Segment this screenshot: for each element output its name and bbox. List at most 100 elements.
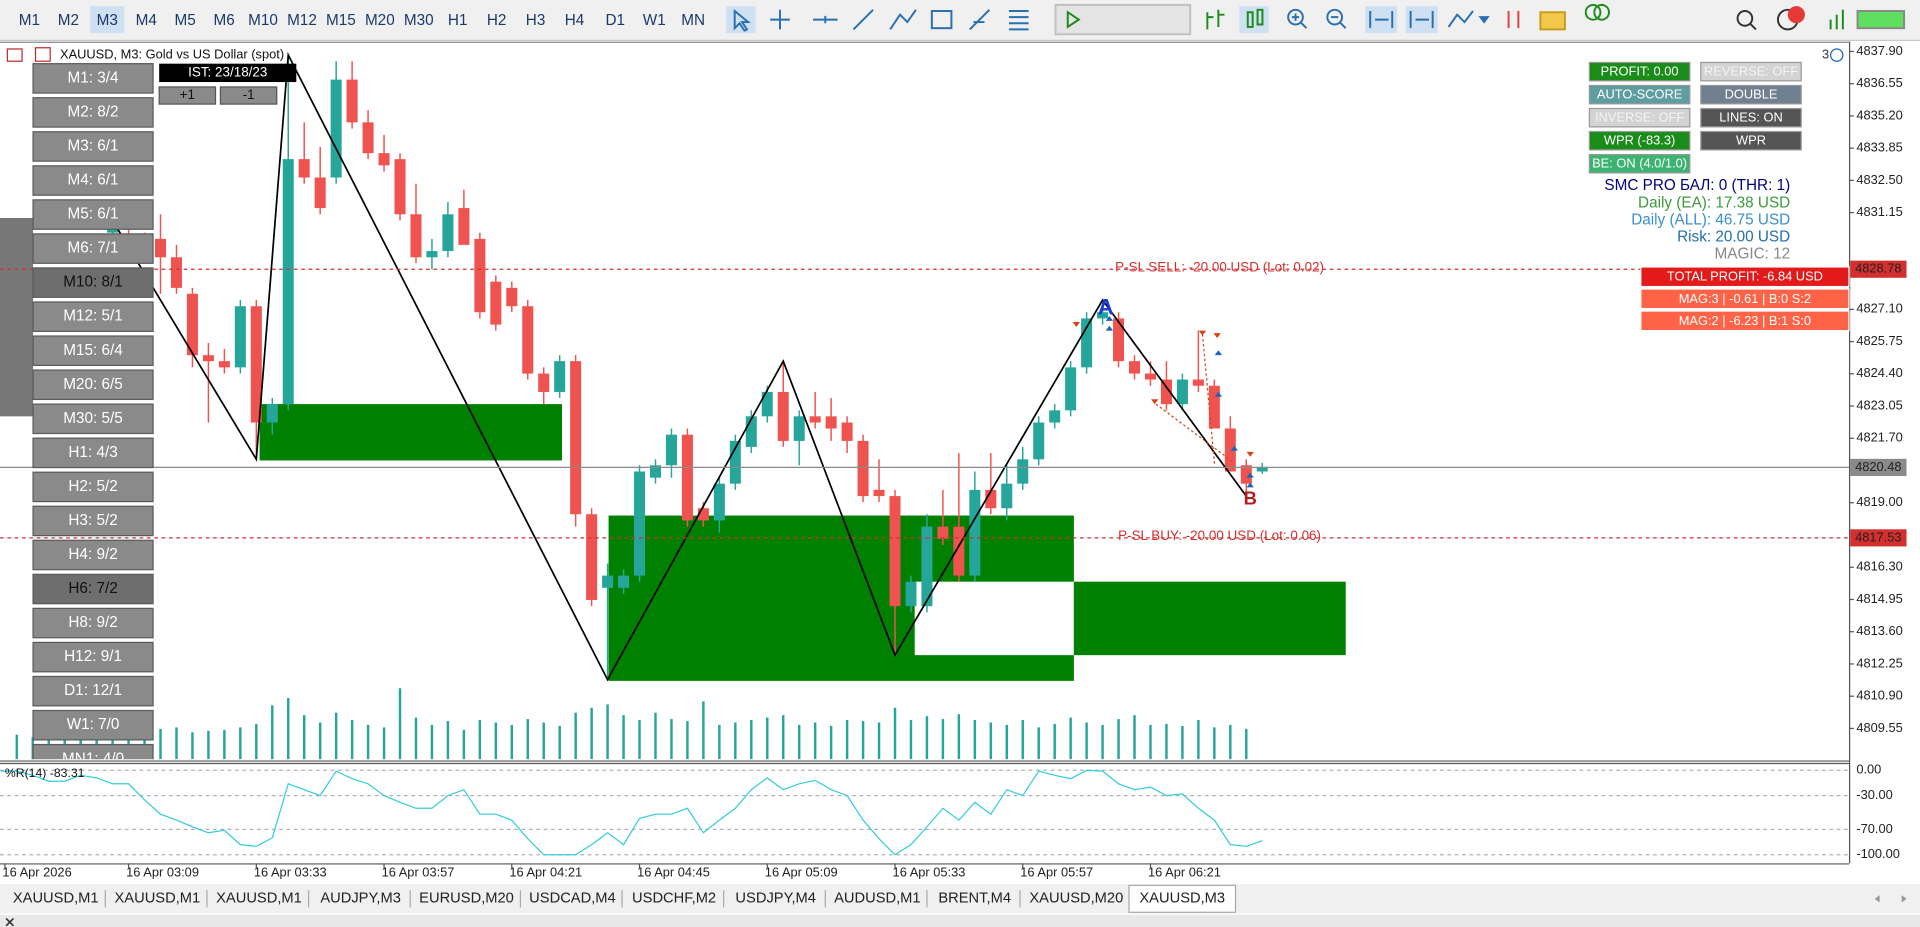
- timeframe-stat-button[interactable]: [32, 641, 154, 673]
- hline-icon[interactable]: [813, 15, 838, 24]
- zoom-out-icon[interactable]: [1326, 8, 1344, 26]
- timeframe-button[interactable]: M20: [365, 12, 395, 29]
- timeframe-stat-button[interactable]: [32, 607, 154, 639]
- timeframe-stat-button[interactable]: [32, 165, 154, 196]
- timeframe-stat-button[interactable]: [32, 369, 154, 401]
- timeframe-button[interactable]: M2: [58, 12, 79, 29]
- control-button[interactable]: [1588, 107, 1691, 128]
- volume-bar: [1149, 724, 1152, 760]
- timeframe-stat-button[interactable]: [32, 301, 154, 332]
- tab[interactable]: USDCAD,M4: [529, 891, 616, 907]
- timeframe-stat-button[interactable]: [32, 709, 154, 741]
- tab[interactable]: USDCHF,M2: [632, 891, 716, 907]
- price-label: 4828.78: [1855, 261, 1901, 276]
- timeframe-button[interactable]: M1: [19, 12, 40, 29]
- tab[interactable]: XAUUSD,M1: [114, 891, 200, 907]
- bars-icon[interactable]: [1206, 9, 1225, 30]
- timeframe-button[interactable]: H4: [565, 12, 585, 29]
- ist-button[interactable]: [158, 86, 217, 105]
- timeframe-stat-button[interactable]: [32, 505, 154, 537]
- dropdown-icon[interactable]: [1478, 16, 1490, 24]
- cursor-icon[interactable]: [733, 8, 751, 32]
- timeframe-stat-button[interactable]: [32, 675, 154, 707]
- timeframe-stat-button[interactable]: [32, 437, 154, 469]
- control-button[interactable]: [1588, 84, 1691, 105]
- control-button[interactable]: [1700, 130, 1802, 151]
- tab[interactable]: XAUUSD,M3: [1139, 891, 1225, 907]
- tab[interactable]: BRENT,M4: [938, 891, 1011, 907]
- volume-bar: [95, 724, 98, 760]
- control-button[interactable]: [1700, 61, 1802, 82]
- chartshift-icon[interactable]: [1409, 11, 1434, 29]
- autoscroll-icon[interactable]: [1369, 11, 1394, 29]
- timeframe-stat-label: M15: 6/4: [63, 342, 123, 359]
- timeframe-button[interactable]: H2: [487, 12, 507, 29]
- timeframe-button[interactable]: M3: [97, 12, 118, 29]
- fib-icon[interactable]: [969, 9, 991, 31]
- timeframe-stat-button[interactable]: [32, 63, 154, 94]
- tab[interactable]: XAUUSD,M20: [1029, 891, 1123, 907]
- control-button[interactable]: [1588, 130, 1691, 151]
- search-icon[interactable]: [1736, 10, 1754, 27]
- candle-body: [250, 306, 262, 423]
- timeframe-stat-button[interactable]: [32, 403, 154, 435]
- candle-body: [1240, 465, 1252, 484]
- close-icon[interactable]: [5, 917, 15, 927]
- trade-icon[interactable]: [1507, 11, 1520, 29]
- y-tick-label: 4824.40: [1856, 365, 1902, 380]
- candles-icon[interactable]: [1246, 8, 1264, 28]
- timeframe-stat-button[interactable]: [32, 335, 154, 367]
- timeframe-button[interactable]: M4: [136, 12, 158, 29]
- timeframe-stat-button[interactable]: [32, 131, 154, 162]
- zoom-in-icon[interactable]: [1287, 8, 1304, 26]
- control-button[interactable]: [1588, 61, 1691, 82]
- tab[interactable]: AUDUSD,M1: [834, 891, 921, 907]
- timeframe-stat-button[interactable]: [32, 743, 154, 774]
- one-click-icon[interactable]: [1830, 48, 1844, 62]
- timeframe-stat-button[interactable]: [32, 199, 154, 230]
- control-button[interactable]: [1588, 153, 1691, 174]
- trendline-icon[interactable]: [852, 9, 874, 31]
- channel-icon[interactable]: [889, 9, 917, 30]
- ist-button[interactable]: [219, 86, 278, 105]
- timeframe-button[interactable]: M5: [175, 12, 196, 29]
- timeframe-stat-button[interactable]: [32, 573, 154, 605]
- folder-icon[interactable]: [1539, 11, 1566, 31]
- timeframe-button[interactable]: H3: [526, 12, 546, 29]
- tab[interactable]: XAUUSD,M1: [13, 891, 99, 907]
- candle-body: [777, 391, 789, 441]
- timeframe-button[interactable]: M15: [326, 12, 356, 29]
- chart-menu-icon[interactable]: [6, 48, 23, 62]
- tab[interactable]: XAUUSD,M1: [216, 891, 302, 907]
- notification-badge: [1787, 6, 1805, 24]
- x-tick-label: 16 Apr 03:57: [382, 865, 455, 880]
- timeframe-button[interactable]: M10: [248, 12, 278, 29]
- tab[interactable]: USDJPY,M4: [735, 891, 816, 907]
- timeframe-stat-label: D1: 12/1: [64, 682, 122, 699]
- signals-icon[interactable]: [1584, 4, 1610, 21]
- timeframe-stat-button[interactable]: [32, 471, 154, 503]
- crosshair-icon[interactable]: [770, 9, 790, 30]
- volume-bar: [318, 722, 322, 760]
- rect-icon[interactable]: [930, 10, 953, 30]
- timeframe-stat-button[interactable]: [32, 539, 154, 571]
- timeframe-button[interactable]: H1: [448, 12, 468, 29]
- timeframe-stat-button[interactable]: [32, 267, 154, 298]
- timeframe-stat-button[interactable]: [32, 97, 154, 128]
- volume-bar: [1101, 724, 1104, 760]
- timeframe-button[interactable]: M12: [287, 12, 317, 29]
- algo-bg[interactable]: [1054, 3, 1192, 36]
- timeframe-button[interactable]: D1: [606, 12, 626, 29]
- timeframe-button[interactable]: MN: [681, 12, 705, 29]
- tab[interactable]: EURUSD,M20: [419, 891, 514, 907]
- volume-bar: [398, 688, 402, 760]
- timeframe-button[interactable]: M30: [404, 12, 434, 29]
- timeframe-stat-button[interactable]: [32, 233, 154, 264]
- menu-icon[interactable]: [1008, 10, 1029, 31]
- indicator-icon[interactable]: [1447, 10, 1474, 28]
- tab[interactable]: AUDJPY,M3: [320, 891, 401, 907]
- control-button[interactable]: [1700, 107, 1802, 128]
- control-button[interactable]: [1700, 84, 1802, 105]
- timeframe-button[interactable]: W1: [643, 12, 666, 29]
- timeframe-button[interactable]: M6: [213, 12, 234, 29]
